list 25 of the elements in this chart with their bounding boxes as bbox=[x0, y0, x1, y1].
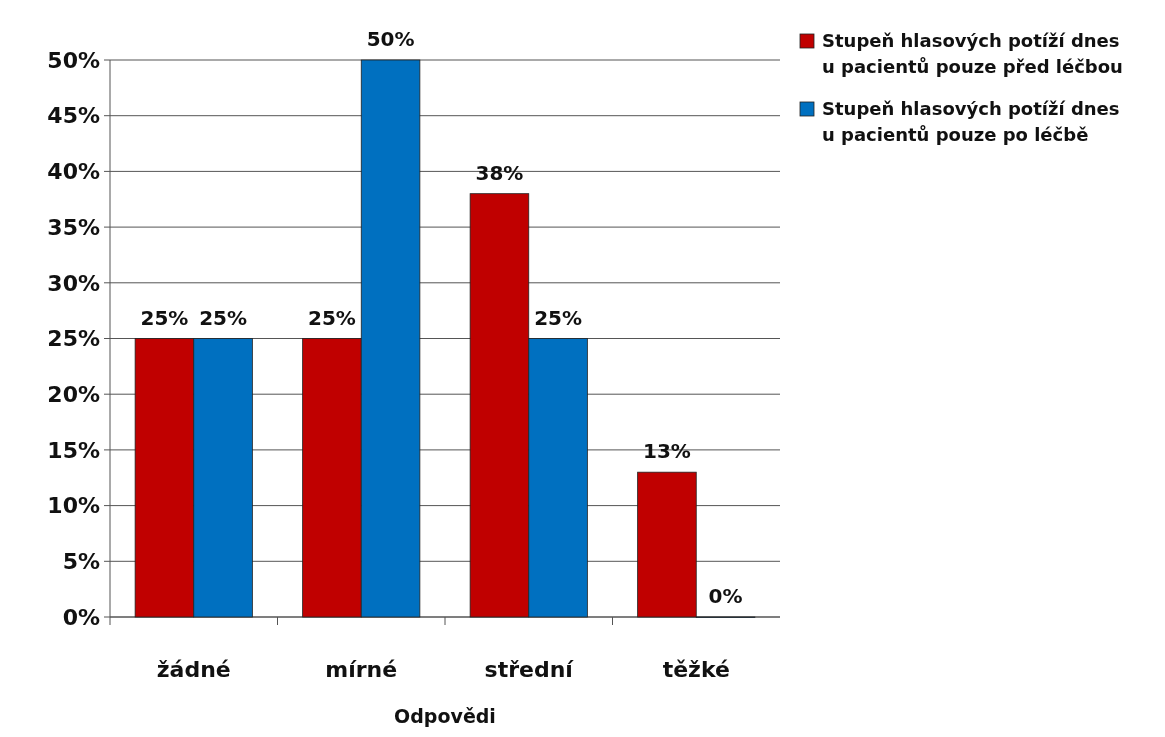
x-tick-label: mírné bbox=[325, 657, 398, 682]
y-tick-label: 20% bbox=[47, 381, 100, 407]
y-tick-label: 15% bbox=[47, 437, 100, 463]
y-tick-label: 40% bbox=[47, 159, 100, 185]
y-tick-label: 10% bbox=[47, 493, 100, 519]
y-tick-label: 25% bbox=[47, 326, 100, 352]
legend-label: Stupeň hlasových potíží dnes u pacientů pouze před léčbou bbox=[822, 30, 1123, 77]
y-tick-label: 45% bbox=[47, 103, 100, 129]
y-tick-label: 35% bbox=[47, 214, 100, 240]
y-tick-label: 0% bbox=[62, 604, 100, 630]
legend-label: Stupeň hlasových potíží dnes u pacientů pouze po léčbě bbox=[822, 98, 1120, 145]
y-tick-label: 50% bbox=[47, 47, 100, 73]
x-tick-label: těžké bbox=[662, 657, 730, 682]
data-label: 50% bbox=[366, 27, 415, 51]
data-label: 25% bbox=[534, 305, 582, 330]
data-label: 25% bbox=[308, 305, 356, 330]
data-label: 0% bbox=[708, 584, 743, 608]
y-tick-label: 30% bbox=[47, 270, 100, 296]
x-axis-title: Odpovědi bbox=[394, 705, 496, 727]
x-tick-label: střední bbox=[484, 657, 575, 682]
y-tick-label: 5% bbox=[62, 549, 100, 574]
data-label: 25% bbox=[140, 305, 189, 330]
x-tick-label: žádné bbox=[156, 657, 231, 682]
data-label: 25% bbox=[199, 305, 247, 330]
data-label: 13% bbox=[643, 439, 691, 464]
